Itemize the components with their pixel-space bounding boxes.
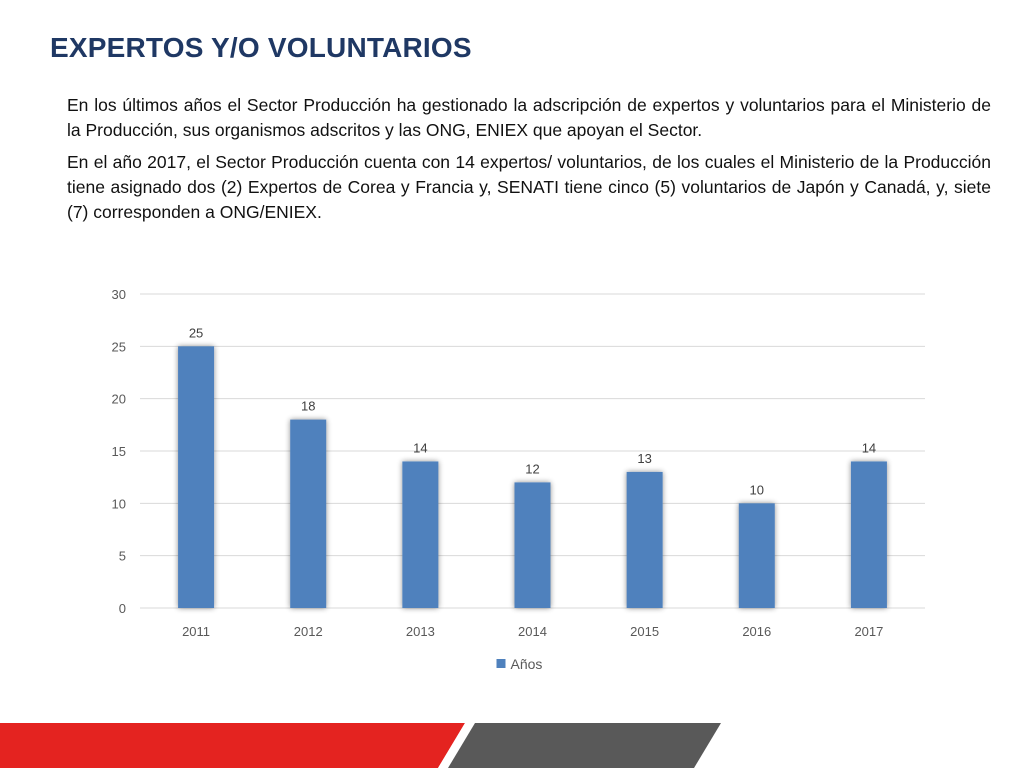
bar <box>738 503 775 608</box>
x-tick-label: 2012 <box>294 624 323 639</box>
x-tick-label: 2016 <box>742 624 771 639</box>
bar <box>178 346 215 608</box>
y-tick-label: 30 <box>112 287 126 302</box>
chart-svg: 0 5 10 15 20 25 30 25 18 14 12 13 10 14 2011 2012 2013… <box>112 287 925 672</box>
data-label: 14 <box>413 440 427 455</box>
footer-red-stripe <box>0 723 465 768</box>
legend-swatch <box>496 659 506 668</box>
bar <box>514 482 551 608</box>
x-tick-label: 2014 <box>518 624 547 639</box>
x-tick-label: 2017 <box>854 624 883 639</box>
data-label: 10 <box>750 482 764 497</box>
bar-chart: 0 5 10 15 20 25 30 25 18 14 12 13 10 14 2011 2012 2013… <box>90 280 940 680</box>
x-axis-ticks: 2011 2012 2013 2014 2015 2016 2017 <box>182 624 883 639</box>
footer-band <box>0 723 721 768</box>
y-tick-label: 15 <box>112 444 126 459</box>
data-label: 25 <box>189 325 203 340</box>
data-labels: 25 18 14 12 13 10 14 <box>189 325 876 497</box>
y-axis-ticks: 0 5 10 15 20 25 30 <box>112 287 126 616</box>
slide-body: En los últimos años el Sector Producción… <box>67 93 991 232</box>
slide-title: EXPERTOS Y/O VOLUNTARIOS <box>50 32 472 63</box>
bar <box>626 471 663 608</box>
bars <box>178 346 887 608</box>
footer-white-gap <box>438 723 475 768</box>
bar <box>850 461 887 608</box>
x-tick-label: 2015 <box>630 624 659 639</box>
bar <box>290 419 327 608</box>
x-tick-label: 2013 <box>406 624 435 639</box>
paragraph-intro: En los últimos años el Sector Producción… <box>67 95 991 140</box>
footer-gray-stripe <box>448 723 721 768</box>
paragraph-2017: En el año 2017, el Sector Producción cue… <box>67 152 991 222</box>
legend: Años <box>496 656 543 672</box>
data-label: 13 <box>637 451 651 466</box>
y-tick-label: 0 <box>119 601 126 616</box>
data-label: 18 <box>301 399 315 414</box>
y-tick-label: 25 <box>112 339 126 354</box>
bar <box>402 461 439 608</box>
y-tick-label: 5 <box>119 549 126 564</box>
y-tick-label: 10 <box>112 496 126 511</box>
legend-label: Años <box>511 656 543 672</box>
data-label: 14 <box>862 440 876 455</box>
y-tick-label: 20 <box>112 392 126 407</box>
x-tick-label: 2011 <box>182 624 210 639</box>
data-label: 12 <box>525 461 539 476</box>
